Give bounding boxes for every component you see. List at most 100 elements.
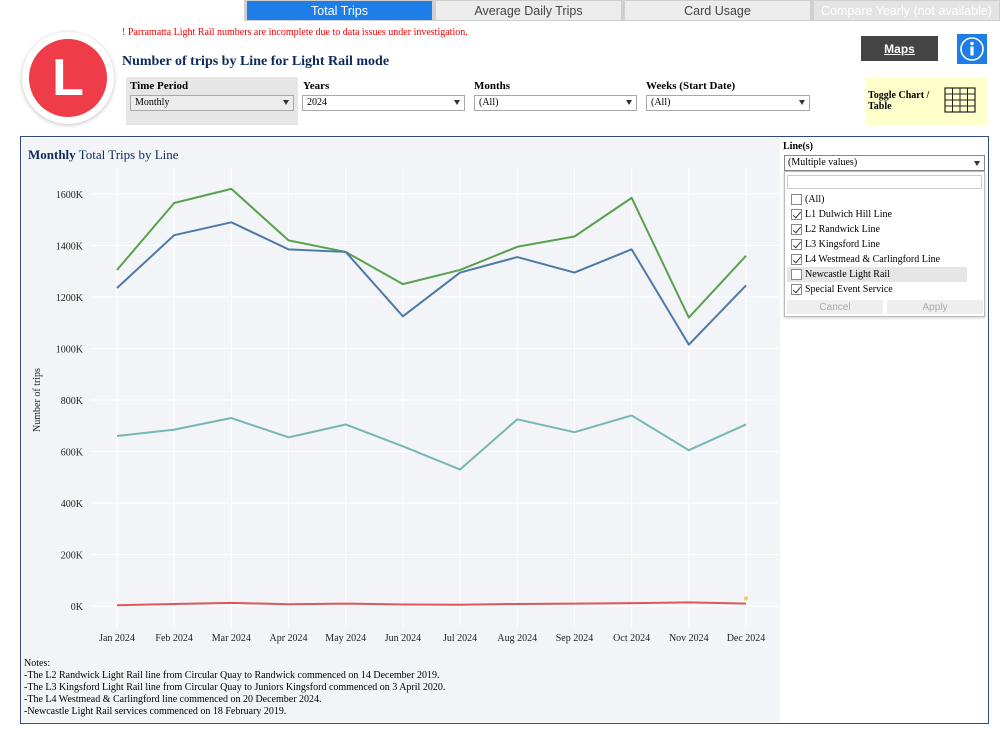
line-option-special-event[interactable]: Special Event Service (787, 282, 967, 297)
data-warning: ! Parramatta Light Rail numbers are inco… (122, 27, 468, 38)
chart-title-rest: Total Trips by Line (75, 147, 179, 162)
option-label: L2 Randwick Line (805, 224, 880, 235)
toggle-label: Toggle Chart / Table (868, 90, 938, 112)
notes: Notes: -The L2 Randwick Light Rail line … (24, 658, 445, 718)
years-value: 2024 (307, 97, 327, 108)
lines-dropdown: (All) L1 Dulwich Hill Line L2 Randwick L… (784, 171, 985, 317)
note-item: -The L3 Kingsford Light Rail line from C… (24, 682, 446, 693)
x-tick-label: Apr 2024 (270, 633, 308, 644)
info-button[interactable] (957, 34, 987, 64)
lines-select[interactable]: (Multiple values) (784, 155, 985, 171)
weeks-label: Weeks (Start Date) (646, 80, 736, 92)
lines-value: (Multiple values) (788, 157, 858, 168)
y-tick-label: 400K (61, 499, 84, 510)
toggle-label-line2: Table (868, 101, 892, 112)
option-label: L4 Westmead & Carlingford Line (805, 254, 941, 265)
cancel-button[interactable]: Cancel (787, 300, 883, 314)
series-line (116, 601, 747, 607)
y-tick-label: 1400K (56, 242, 84, 253)
note-item: -The L2 Randwick Light Rail line from Ci… (24, 670, 440, 681)
tab-average-daily-trips[interactable]: Average Daily Trips (435, 0, 622, 21)
checkbox[interactable] (791, 209, 802, 220)
line-option-all[interactable]: (All) (787, 192, 967, 207)
y-tick-label: 800K (61, 396, 84, 407)
months-value: (All) (479, 97, 499, 108)
tab-card-usage[interactable]: Card Usage (624, 0, 811, 21)
line-option-l1[interactable]: L1 Dulwich Hill Line (787, 207, 967, 222)
chevron-down-icon (283, 100, 289, 105)
logo-letter: L (29, 39, 107, 117)
months-select[interactable]: (All) (474, 95, 637, 111)
option-label: (All) (805, 194, 825, 205)
years-select[interactable]: 2024 (302, 95, 465, 111)
line-option-l2[interactable]: L2 Randwick Line (787, 222, 967, 237)
time-period-value: Monthly (135, 97, 170, 108)
filter-bar: Time Period Monthly Years 2024 Months (A… (126, 77, 864, 125)
y-tick-label: 600K (61, 448, 84, 459)
series-line (116, 414, 747, 471)
checkbox[interactable] (791, 224, 802, 235)
chart-panel: Monthly Total Trips by Line 0K 200K 400K 60… (20, 136, 989, 724)
line-option-l3[interactable]: L3 Kingsford Line (787, 237, 967, 252)
y-tick-label: 1600K (56, 190, 84, 201)
option-label: Newcastle Light Rail (805, 269, 890, 280)
x-tick-label: Feb 2024 (155, 633, 193, 644)
line-chart[interactable]: 0K 200K 400K 600K 800K 1000K 1200K 1400K 1600K Ja… (21, 137, 781, 657)
option-label: L1 Dulwich Hill Line (805, 209, 892, 220)
x-tick-label: Mar 2024 (212, 633, 251, 644)
chart-title-bold: Monthly (28, 147, 76, 162)
checkbox[interactable] (791, 194, 802, 205)
y-tick-label: 1200K (56, 293, 84, 304)
y-tick-label: 0K (71, 602, 84, 613)
x-tick-label: Jun 2024 (385, 633, 421, 644)
checkbox[interactable] (791, 269, 802, 280)
y-tick-label: 1000K (56, 345, 84, 356)
months-label: Months (474, 80, 511, 92)
note-item: -Newcastle Light Rail services commenced… (24, 706, 287, 717)
chevron-down-icon (454, 100, 460, 105)
time-period-filter: Time Period Monthly (126, 77, 298, 125)
option-label: Special Event Service (805, 284, 893, 295)
y-tick-label: 200K (61, 551, 84, 562)
series-line (116, 187, 747, 319)
page-title: Number of trips by Line for Light Rail m… (122, 54, 390, 69)
time-period-select[interactable]: Monthly (130, 95, 294, 111)
series-line (116, 221, 747, 346)
chevron-down-icon (799, 100, 805, 105)
chevron-down-icon (626, 100, 632, 105)
x-tick-label: May 2024 (325, 633, 366, 644)
line-option-newcastle[interactable]: Newcastle Light Rail (787, 267, 967, 282)
line-option-l4[interactable]: L4 Westmead & Carlingford Line (787, 252, 967, 267)
option-label: L3 Kingsford Line (805, 239, 880, 250)
x-tick-label: Oct 2024 (613, 633, 650, 644)
checkbox[interactable] (791, 254, 802, 265)
x-tick-label: Sep 2024 (556, 633, 594, 644)
info-icon (960, 37, 984, 61)
x-tick-label: Dec 2024 (727, 633, 766, 644)
toggle-chart-table[interactable]: Toggle Chart / Table (866, 77, 987, 125)
table-grid-icon (944, 87, 976, 113)
note-item: -The L4 Westmead & Carlingford line comm… (24, 694, 322, 705)
x-tick-label: Nov 2024 (669, 633, 709, 644)
years-label: Years (303, 80, 330, 92)
x-tick-label: Jan 2024 (99, 633, 135, 644)
lines-search-input[interactable] (787, 175, 982, 189)
tab-total-trips[interactable]: Total Trips (246, 0, 433, 21)
x-tick-label: Jul 2024 (443, 633, 477, 644)
weeks-value: (All) (651, 97, 671, 108)
chevron-down-icon (974, 161, 980, 166)
chart-title: Monthly Total Trips by Line (28, 147, 179, 163)
y-axis-label: Number of trips (32, 368, 43, 432)
weeks-select[interactable]: (All) (646, 95, 810, 111)
note-heading: Notes: (24, 658, 51, 669)
x-tick-label: Aug 2024 (497, 633, 537, 644)
maps-button[interactable]: Maps (861, 36, 938, 61)
apply-button[interactable]: Apply (887, 300, 983, 314)
time-period-label: Time Period (130, 80, 189, 92)
series-point (743, 596, 749, 601)
checkbox[interactable] (791, 284, 802, 295)
lines-label: Line(s) (783, 141, 813, 152)
toggle-label-line1: Toggle Chart / (868, 90, 930, 101)
checkbox[interactable] (791, 239, 802, 250)
tab-bar: Total Trips Average Daily Trips Card Usa… (244, 0, 1000, 21)
